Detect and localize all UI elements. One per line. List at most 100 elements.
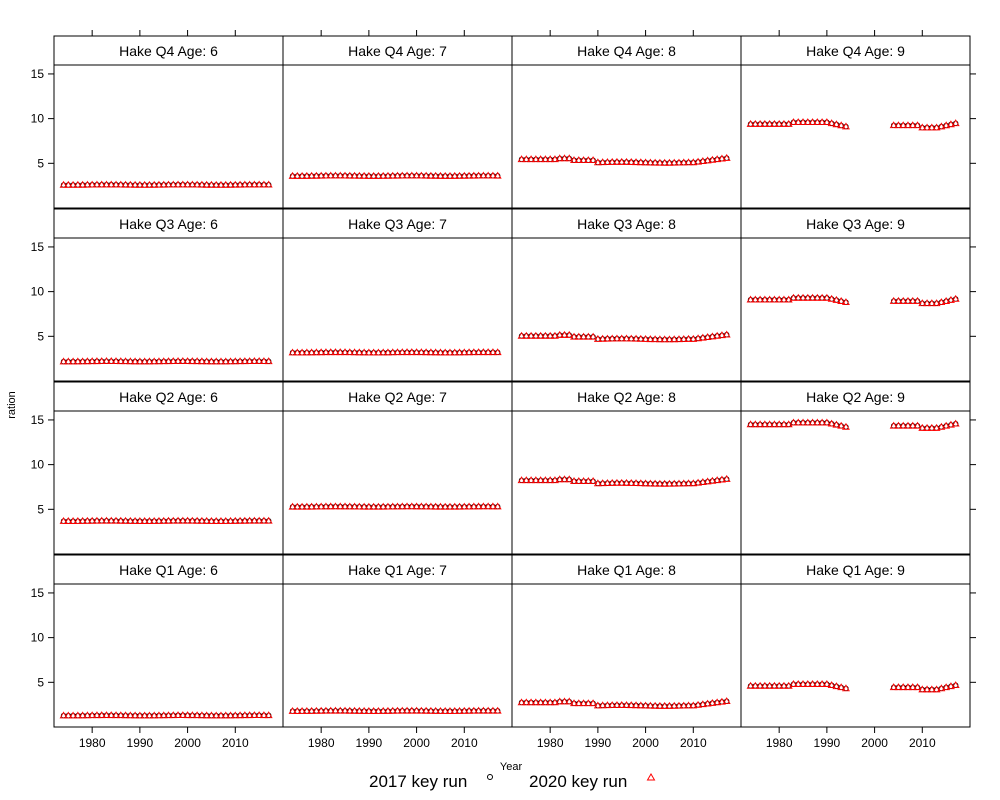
point-2020-1974 [59, 516, 68, 524]
point-2020-2004 [889, 296, 898, 304]
point-2020-1992 [603, 479, 612, 486]
point-2020-1992 [603, 701, 612, 709]
point-2020-2006 [212, 711, 221, 719]
point-2020-2005 [207, 180, 216, 188]
point-2020-1992 [603, 334, 612, 342]
point-2020-2015 [942, 296, 951, 304]
point-2020-1994 [612, 157, 621, 165]
point-2020-1981 [321, 171, 330, 179]
point-2020-1992 [374, 348, 383, 356]
point-2020-2000 [412, 502, 421, 510]
point-2020-2008 [221, 516, 230, 524]
point-2020-1979 [312, 706, 321, 714]
point-2020-1987 [808, 418, 817, 426]
point-2020-1985 [341, 502, 349, 510]
point-2020-1986 [345, 706, 354, 714]
point-2020-1978 [765, 295, 774, 303]
point-2020-2017 [722, 697, 731, 705]
point-2020-1994 [154, 357, 163, 365]
point-2020-2013 [703, 477, 712, 485]
point-2020-2011 [923, 123, 932, 131]
point-2020-1997 [627, 157, 636, 165]
point-2020-1979 [312, 348, 321, 356]
point-2020-1986 [116, 357, 125, 365]
point-2020-1988 [355, 348, 364, 356]
point-2020-1981 [779, 681, 788, 689]
point-2020-1984 [794, 418, 803, 426]
point-2020-1980 [317, 502, 326, 510]
point-2020-1999 [407, 171, 416, 179]
point-2020-1985 [112, 180, 120, 188]
point-2020-2006 [899, 296, 908, 304]
point-2020-1990 [364, 348, 373, 356]
point-2020-2008 [221, 357, 230, 365]
point-2020-2015 [255, 357, 264, 365]
point-2020-1989 [131, 180, 140, 188]
point-2020-1995 [159, 516, 168, 524]
point-2020-1983 [789, 118, 798, 126]
point-2020-2001 [646, 335, 655, 343]
point-2020-1980 [546, 698, 555, 706]
panel-strip [511, 554, 742, 585]
point-2020-1994 [154, 711, 163, 719]
point-2020-2002 [193, 516, 202, 524]
point-2020-2016 [488, 706, 497, 714]
series-2020-key-run [288, 706, 502, 714]
point-2020-1992 [374, 706, 383, 714]
point-2020-2012 [927, 123, 936, 131]
point-2020-2001 [646, 158, 655, 166]
point-2020-2002 [422, 171, 431, 179]
point-2020-1985 [341, 348, 349, 356]
point-2020-1981 [92, 516, 101, 524]
point-2020-1994 [383, 171, 392, 179]
point-2020-2009 [226, 357, 235, 365]
point-2020-2002 [651, 479, 660, 487]
point-2020-2000 [183, 180, 192, 188]
point-2020-1980 [546, 331, 555, 339]
point-2020-1995 [388, 348, 397, 356]
series-2020-key-run [59, 516, 273, 524]
point-2020-1996 [622, 157, 631, 165]
point-2020-1987 [579, 332, 588, 340]
point-2020-2008 [679, 701, 688, 709]
point-2020-2003 [426, 706, 435, 714]
point-2020-1978 [78, 180, 87, 188]
point-2020-2011 [923, 423, 932, 431]
panel-strip [740, 381, 971, 412]
point-2020-2008 [679, 335, 688, 342]
point-2020-2012 [469, 706, 478, 714]
panel-12: Hake Q1 Age: 6 [53, 554, 284, 728]
point-2020-1985 [799, 118, 807, 126]
point-2020-2002 [422, 348, 431, 356]
y-tick-label: 10 [31, 631, 45, 645]
panel-plot-area [282, 64, 513, 209]
point-2020-1987 [350, 706, 359, 714]
point-2020-1977 [302, 502, 311, 510]
point-2020-2010 [460, 348, 469, 356]
point-2020-1979 [770, 681, 779, 689]
point-2020-2000 [412, 171, 421, 179]
point-2020-1999 [636, 158, 645, 166]
y-tick-label: 5 [37, 156, 44, 170]
point-2020-1975 [751, 681, 760, 689]
point-2020-1982 [326, 502, 335, 510]
point-2020-2010 [689, 479, 698, 487]
panel-strip [740, 35, 971, 66]
point-2020-1976 [527, 698, 536, 706]
x-tick-label: 1980 [79, 736, 106, 750]
point-2020-1996 [622, 701, 631, 708]
x-tick-label: 1990 [356, 736, 383, 750]
point-2020-2015 [484, 706, 493, 714]
point-2020-1977 [531, 331, 540, 339]
point-2020-2007 [446, 171, 454, 179]
point-2020-2004 [202, 180, 211, 188]
point-2020-2013 [474, 348, 483, 356]
point-2020-2009 [455, 171, 464, 179]
point-2020-2011 [694, 700, 703, 708]
point-2020-2006 [212, 180, 221, 188]
point-2020-2003 [197, 357, 206, 365]
point-2020-1991 [598, 334, 607, 342]
point-2020-1997 [627, 334, 636, 342]
point-2020-2017 [264, 516, 273, 524]
point-2020-2017 [951, 119, 960, 127]
